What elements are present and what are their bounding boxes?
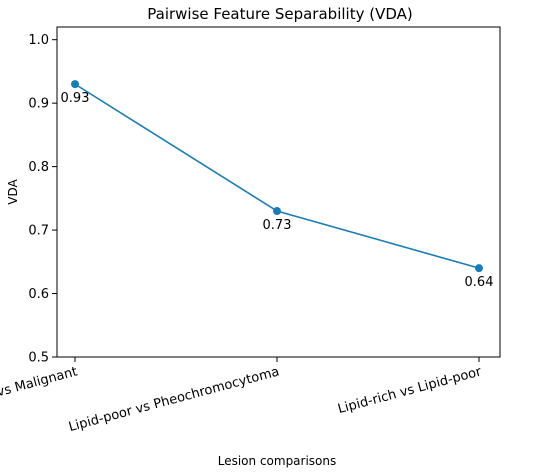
- y-tick-label: 0.9: [28, 97, 49, 112]
- data-label: 0.64: [465, 275, 494, 290]
- data-label: 0.93: [61, 91, 90, 106]
- y-axis-label: VDA: [6, 178, 20, 204]
- x-tick-label: Lipid-poor vs Pheochromocytoma: [67, 364, 281, 435]
- data-point: [475, 264, 483, 273]
- data-point: [71, 80, 79, 89]
- data-point: [273, 207, 281, 216]
- series-line: [74, 83, 480, 269]
- y-tick-label: 0.6: [28, 287, 49, 302]
- y-tick-label: 0.7: [28, 224, 49, 239]
- chart-title: Pairwise Feature Separability (VDA): [147, 5, 412, 23]
- data-label: 0.73: [263, 218, 292, 233]
- series-vda: 0.93 0.73 0.64: [61, 80, 494, 290]
- y-tick-label: 0.5: [28, 351, 49, 366]
- y-tick-label: 1.0: [28, 33, 49, 48]
- x-tick-label: Lipid-rich vs Malignant: [0, 364, 79, 417]
- y-axis: 0.5 0.6 0.7 0.8 0.9 1.0: [28, 33, 57, 366]
- plot-area-frame: [56, 26, 501, 358]
- y-tick-label: 0.8: [28, 160, 49, 175]
- x-tick-label: Lipid-rich vs Lipid-poor: [336, 364, 483, 417]
- x-axis-label: Lesion comparisons: [218, 454, 337, 468]
